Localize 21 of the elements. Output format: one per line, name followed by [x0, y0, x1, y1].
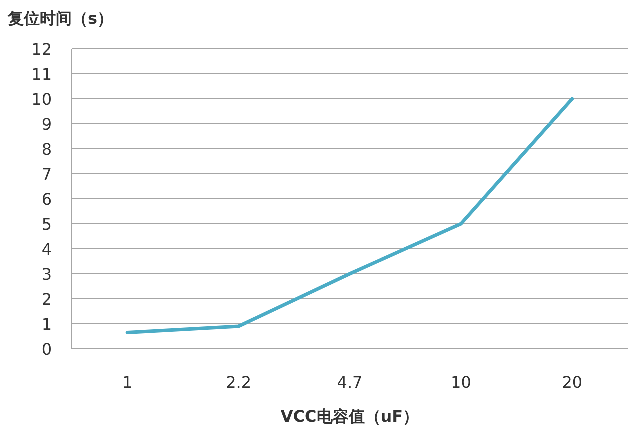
x-tick-label: 10: [451, 373, 472, 392]
x-tick-label: 2.2: [226, 373, 252, 392]
y-tick-label: 7: [42, 165, 52, 184]
y-axis-title: 复位时间（s）: [7, 9, 114, 28]
x-axis-title: VCC电容值（uF）: [280, 407, 420, 426]
y-tick-label: 5: [42, 215, 52, 234]
x-tick-label: 20: [562, 373, 583, 392]
y-tick-label: 11: [32, 65, 52, 84]
line-series: [126, 97, 574, 334]
y-tick-label: 8: [42, 140, 52, 159]
y-tick-label: 1: [42, 315, 52, 334]
y-tick-label: 9: [42, 115, 52, 134]
y-tick-label: 6: [42, 190, 52, 209]
y-tick-label: 3: [42, 265, 52, 284]
x-tick-label: 4.7: [337, 373, 363, 392]
x-tick-label: 1: [122, 373, 133, 392]
y-tick-label: 0: [42, 340, 52, 359]
y-tick-label: 2: [42, 290, 52, 309]
y-tick-label: 4: [42, 240, 52, 259]
y-tick-label: 12: [32, 40, 52, 59]
y-tick-label: 10: [32, 90, 52, 109]
